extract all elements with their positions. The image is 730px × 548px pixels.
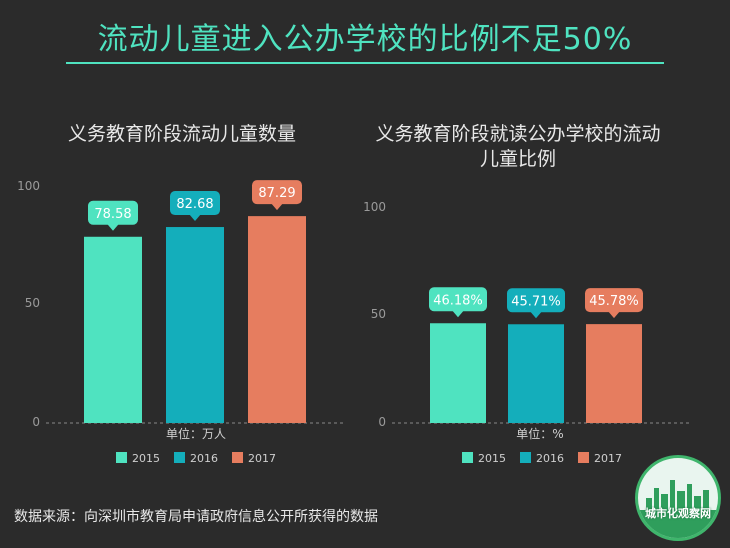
data-label-pointer xyxy=(452,310,464,318)
data-label: 45.71% xyxy=(511,294,561,309)
legend-label: 2017 xyxy=(594,452,622,465)
legend-right: 2015 2016 2017 xyxy=(462,452,622,465)
chart-title-right-line2: 儿童比例 xyxy=(480,148,556,170)
y-ticks-left: 100 50 0 xyxy=(17,179,40,429)
title-underline xyxy=(66,62,664,64)
data-label-pointer xyxy=(271,203,283,211)
legend-label: 2016 xyxy=(536,452,564,465)
legend-label: 2015 xyxy=(478,452,506,465)
city-skyline-icon xyxy=(638,480,718,538)
data-label: 82.68 xyxy=(176,197,213,212)
legend-label: 2015 xyxy=(132,452,160,465)
data-label-pointer xyxy=(608,311,620,319)
logo: 城市化观察网 xyxy=(635,455,721,541)
y-tick-label: 100 xyxy=(363,200,386,214)
data-label: 78.58 xyxy=(94,207,131,222)
bar-2017 xyxy=(248,216,306,423)
chart-title-left: 义务教育阶段流动儿童数量 xyxy=(68,123,296,145)
legend-swatch xyxy=(520,452,531,463)
bar-2016 xyxy=(508,324,564,423)
y-tick-label: 50 xyxy=(25,296,40,310)
data-label-bubble xyxy=(585,288,643,313)
bar-2015 xyxy=(84,236,142,423)
y-ticks-right: 100 50 0 xyxy=(363,200,386,429)
bar-2017 xyxy=(586,324,642,423)
data-label-pointer xyxy=(530,311,542,319)
legend-label: 2016 xyxy=(190,452,218,465)
legend-left: 2015 2016 2017 xyxy=(116,452,276,465)
data-label-bubble xyxy=(88,200,138,225)
chart-title-right-line1: 义务教育阶段就读公办学校的流动 xyxy=(375,123,660,145)
page-title: 流动儿童进入公办学校的比例不足50% xyxy=(97,22,633,57)
data-label-pointer xyxy=(189,214,201,222)
unit-label-right: 单位：% xyxy=(516,426,563,441)
data-label: 87.29 xyxy=(258,186,295,201)
data-label-pointer xyxy=(107,223,119,231)
legend-swatch xyxy=(232,452,243,463)
source-note: 数据来源：向深圳市教育局申请政府信息公开所获得的数据 xyxy=(14,509,378,525)
data-label-bubble xyxy=(170,191,220,216)
data-label-bubble xyxy=(429,287,487,312)
bars-left: 78.58 82.68 87.29 xyxy=(84,180,306,423)
legend-swatch xyxy=(462,452,473,463)
y-tick-label: 100 xyxy=(17,179,40,193)
logo-text: 城市化观察网 xyxy=(645,507,711,520)
bar-2015 xyxy=(430,323,486,423)
data-label-bubble xyxy=(507,288,565,313)
data-label-bubble xyxy=(252,180,302,205)
bar-2016 xyxy=(166,227,224,423)
data-label: 46.18% xyxy=(433,293,483,308)
legend-label: 2017 xyxy=(248,452,276,465)
y-tick-label: 50 xyxy=(371,307,386,321)
legend-swatch xyxy=(174,452,185,463)
legend-swatch xyxy=(116,452,127,463)
y-tick-label: 0 xyxy=(32,415,40,429)
data-label: 45.78% xyxy=(589,294,639,309)
unit-label-left: 单位：万人 xyxy=(166,426,226,441)
bars-right: 46.18% 45.71% 45.78% xyxy=(429,287,643,423)
y-tick-label: 0 xyxy=(378,415,386,429)
legend-swatch xyxy=(578,452,589,463)
